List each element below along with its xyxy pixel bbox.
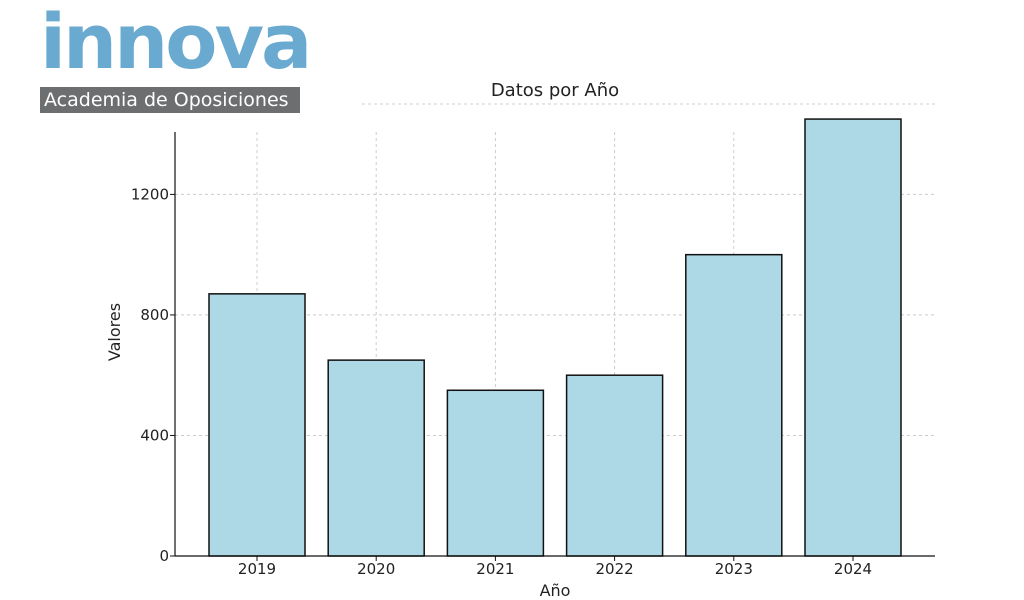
- x-axis-label: Año: [540, 581, 571, 600]
- chart-title: Datos por Año: [491, 80, 619, 101]
- y-tick-label: 800: [140, 306, 169, 324]
- bar-2021: [446, 389, 545, 557]
- y-tick-label: 400: [140, 426, 169, 444]
- chart-bars: [208, 118, 902, 557]
- x-tick-label: 2024: [834, 560, 872, 578]
- bar-2024: [804, 118, 902, 557]
- x-tick-label: 2021: [476, 560, 514, 578]
- x-tick-label: 2023: [715, 560, 753, 578]
- y-tick-label: 1200: [131, 185, 169, 203]
- chart-axes: [174, 132, 935, 557]
- bar-2020: [327, 359, 425, 557]
- y-tick-label: 0: [159, 547, 169, 565]
- bar-2023: [685, 253, 783, 557]
- chart-ticks: 0 400 800 1200 2019 2020 2021 2022 2023 2024: [131, 185, 872, 578]
- brand-logo: innova Academia de Oposiciones: [40, 0, 312, 113]
- x-tick-label: 2022: [596, 560, 634, 578]
- bar-2022: [565, 374, 664, 557]
- logo-wordmark: innova: [40, 0, 312, 86]
- x-tick-label: 2020: [357, 560, 395, 578]
- logo-tagline: Academia de Oposiciones: [40, 87, 300, 113]
- x-tick-label: 2019: [238, 560, 276, 578]
- y-axis-label: Valores: [105, 303, 124, 361]
- bar-2019: [208, 293, 306, 557]
